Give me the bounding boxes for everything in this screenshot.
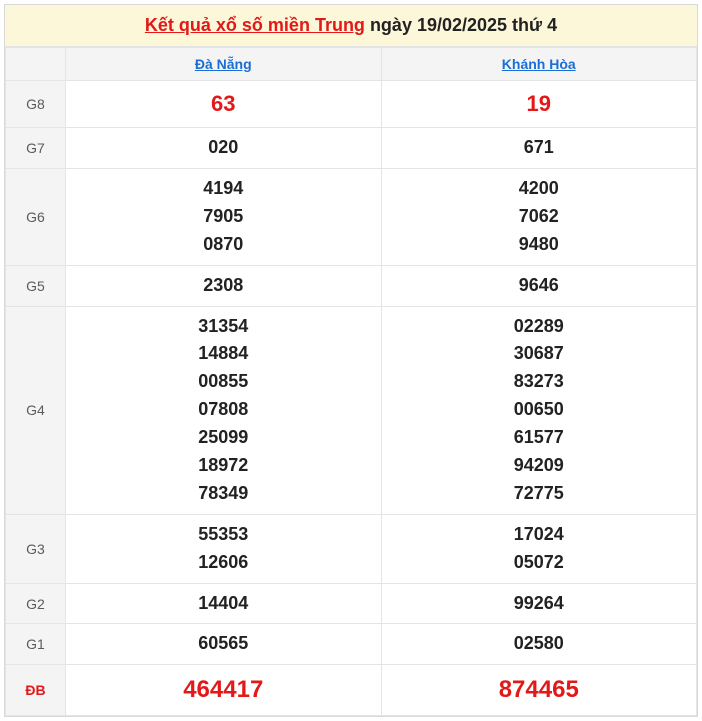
prize-numbers: 9646 — [381, 265, 697, 306]
prize-label: G6 — [6, 168, 66, 265]
prize-numbers: 464417 — [66, 665, 382, 715]
prize-label: G3 — [6, 514, 66, 583]
prize-row: G431354148840085507808250991897278349022… — [6, 306, 697, 514]
prize-number: 671 — [386, 134, 693, 162]
prize-row: G160565 02580 — [6, 624, 697, 665]
prize-numbers: 99264 — [381, 583, 697, 624]
prize-number: 55353 — [70, 521, 377, 549]
prize-number: 17024 — [386, 521, 693, 549]
prize-row: G863 19 — [6, 81, 697, 128]
prize-number: 07808 — [70, 396, 377, 424]
prize-number: 7062 — [386, 203, 693, 231]
prize-number: 60565 — [70, 630, 377, 658]
prize-number: 78349 — [70, 480, 377, 508]
prize-number: 00650 — [386, 396, 693, 424]
province-header: Khánh Hòa — [381, 48, 697, 81]
prize-number: 4200 — [386, 175, 693, 203]
prize-number: 18972 — [70, 452, 377, 480]
prize-numbers: 020 — [66, 128, 382, 169]
prize-number: 7905 — [70, 203, 377, 231]
prize-row: G214404 99264 — [6, 583, 697, 624]
header-row: Đà Nẵng Khánh Hòa — [6, 48, 697, 81]
prize-numbers: 02289306878327300650615779420972775 — [381, 306, 697, 514]
prize-numbers: 420070629480 — [381, 168, 697, 265]
prize-numbers: 60565 — [66, 624, 382, 665]
prize-row: G7020 671 — [6, 128, 697, 169]
prize-number: 14884 — [70, 340, 377, 368]
prize-number: 61577 — [386, 424, 693, 452]
prize-number: 12606 — [70, 549, 377, 577]
prize-number: 72775 — [386, 480, 693, 508]
prize-label: ĐB — [6, 665, 66, 715]
prize-numbers: 63 — [66, 81, 382, 128]
prize-number: 02289 — [386, 313, 693, 341]
header-blank — [6, 48, 66, 81]
prize-number: 874465 — [386, 671, 693, 708]
prize-numbers: 419479050870 — [66, 168, 382, 265]
prize-number: 83273 — [386, 368, 693, 396]
prize-number: 00855 — [70, 368, 377, 396]
prize-numbers: 2308 — [66, 265, 382, 306]
prize-numbers: 874465 — [381, 665, 697, 715]
title-date: ngày 19/02/2025 thứ 4 — [365, 15, 557, 35]
prize-numbers: 671 — [381, 128, 697, 169]
prize-number: 63 — [70, 87, 377, 121]
prize-number: 2308 — [70, 272, 377, 300]
prize-label: G8 — [6, 81, 66, 128]
prize-number: 020 — [70, 134, 377, 162]
prize-numbers: 14404 — [66, 583, 382, 624]
prize-number: 02580 — [386, 630, 693, 658]
prize-row: ĐB464417874465 — [6, 665, 697, 715]
prize-row: G52308 9646 — [6, 265, 697, 306]
prize-label: G1 — [6, 624, 66, 665]
prize-numbers: 1702405072 — [381, 514, 697, 583]
prize-number: 31354 — [70, 313, 377, 341]
prize-number: 25099 — [70, 424, 377, 452]
prize-row: G355353126061702405072 — [6, 514, 697, 583]
prize-number: 0870 — [70, 231, 377, 259]
prize-number: 9646 — [386, 272, 693, 300]
results-panel: Kết quả xổ số miền Trung ngày 19/02/2025… — [4, 4, 698, 717]
prize-number: 19 — [386, 87, 693, 121]
title-bar: Kết quả xổ số miền Trung ngày 19/02/2025… — [5, 5, 697, 47]
prize-numbers: 19 — [381, 81, 697, 128]
prize-number: 14404 — [70, 590, 377, 618]
prize-number: 9480 — [386, 231, 693, 259]
prize-number: 4194 — [70, 175, 377, 203]
prize-numbers: 02580 — [381, 624, 697, 665]
prize-numbers: 31354148840085507808250991897278349 — [66, 306, 382, 514]
prize-number: 05072 — [386, 549, 693, 577]
results-table: Đà Nẵng Khánh Hòa G863 19 G7020 671 G64194790… — [5, 47, 697, 716]
prize-label: G2 — [6, 583, 66, 624]
prize-row: G6419479050870420070629480 — [6, 168, 697, 265]
results-body: G86319G7020671G6419479050870420070629480… — [6, 81, 697, 716]
prize-number: 94209 — [386, 452, 693, 480]
prize-label: G7 — [6, 128, 66, 169]
prize-number: 99264 — [386, 590, 693, 618]
prize-numbers: 5535312606 — [66, 514, 382, 583]
province-link[interactable]: Đà Nẵng — [195, 56, 252, 72]
province-header: Đà Nẵng — [66, 48, 382, 81]
prize-label: G4 — [6, 306, 66, 514]
prize-label: G5 — [6, 265, 66, 306]
prize-number: 30687 — [386, 340, 693, 368]
province-link[interactable]: Khánh Hòa — [502, 56, 576, 72]
region-link[interactable]: Kết quả xổ số miền Trung — [145, 15, 365, 35]
prize-number: 464417 — [70, 671, 377, 708]
